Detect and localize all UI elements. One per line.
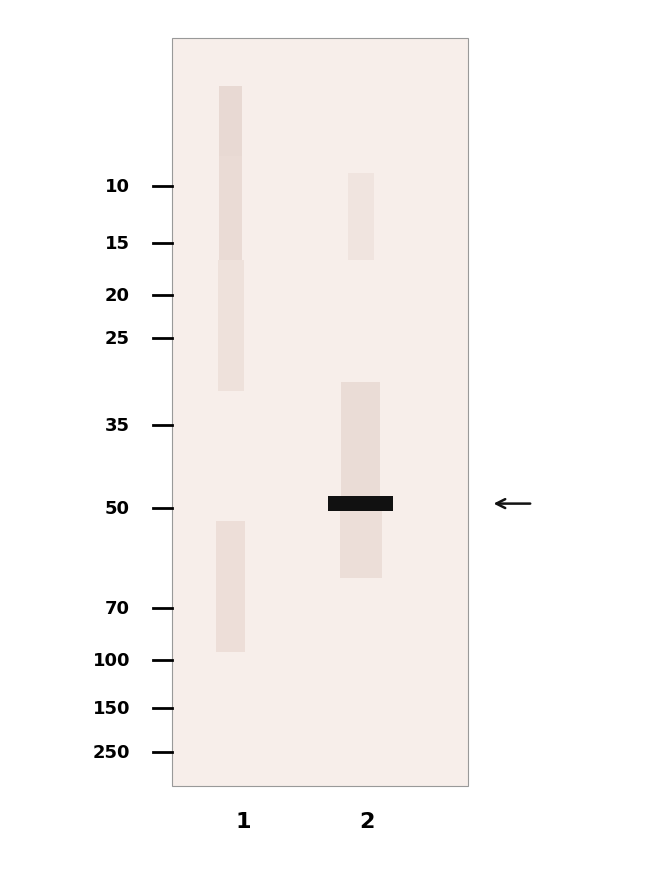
Text: 70: 70 — [105, 600, 130, 617]
Text: 35: 35 — [105, 417, 130, 434]
Text: 20: 20 — [105, 287, 130, 304]
Text: 1: 1 — [236, 812, 252, 831]
Bar — [216, 521, 245, 652]
Text: 2: 2 — [359, 812, 375, 831]
Text: 250: 250 — [92, 743, 130, 760]
Text: 150: 150 — [92, 700, 130, 717]
Bar — [218, 261, 244, 391]
Text: 10: 10 — [105, 178, 130, 196]
Bar — [328, 496, 393, 512]
Bar — [341, 382, 380, 500]
Bar — [219, 87, 242, 156]
Bar — [348, 174, 374, 261]
Bar — [340, 508, 382, 578]
Text: 50: 50 — [105, 500, 130, 517]
Bar — [219, 156, 242, 261]
Text: 100: 100 — [92, 652, 130, 669]
Text: 15: 15 — [105, 235, 130, 252]
Bar — [172, 39, 468, 786]
Text: 25: 25 — [105, 330, 130, 348]
